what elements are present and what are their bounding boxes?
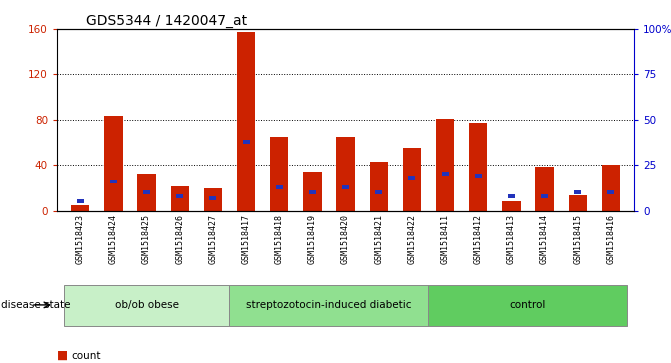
Bar [303,172,321,211]
Bar [204,188,222,211]
Bar [602,165,620,211]
Text: GSM1518411: GSM1518411 [441,214,450,264]
Text: GSM1518425: GSM1518425 [142,214,151,264]
Text: ob/ob obese: ob/ob obese [115,301,178,310]
Text: GSM1518417: GSM1518417 [242,214,250,264]
Text: streptozotocin-induced diabetic: streptozotocin-induced diabetic [246,301,412,310]
Text: GDS5344 / 1420047_at: GDS5344 / 1420047_at [86,14,247,28]
Bar [607,191,615,194]
Text: GSM1518426: GSM1518426 [175,214,185,264]
Bar [436,119,454,211]
Bar [276,185,282,189]
Bar [76,200,84,203]
Bar [309,191,316,194]
Bar [64,285,229,326]
Text: GSM1518412: GSM1518412 [474,214,482,264]
Bar [429,285,627,326]
Bar [270,137,289,211]
Bar [535,167,554,211]
Bar [469,123,487,211]
Text: GSM1518416: GSM1518416 [607,214,615,264]
Text: GSM1518423: GSM1518423 [76,214,85,264]
Bar [475,174,482,178]
Bar [243,140,250,143]
Bar [138,174,156,211]
Bar [237,32,255,211]
Bar [110,180,117,183]
Bar [336,137,355,211]
Bar [176,194,183,198]
Text: GSM1518419: GSM1518419 [308,214,317,264]
Text: control: control [510,301,546,310]
Text: GSM1518424: GSM1518424 [109,214,118,264]
Bar [574,191,581,194]
Text: GSM1518427: GSM1518427 [209,214,217,264]
Bar [568,195,587,211]
Text: GSM1518413: GSM1518413 [507,214,516,264]
Bar [143,191,150,194]
Bar [503,201,521,211]
Text: GSM1518422: GSM1518422 [407,214,417,264]
Bar [71,205,89,211]
Bar [342,185,349,189]
Text: count: count [72,351,101,361]
Bar [104,117,123,211]
Bar [409,176,415,180]
Bar [370,162,388,211]
Bar [209,196,216,200]
Bar [508,194,515,198]
Text: disease state: disease state [1,300,71,310]
Bar [375,191,382,194]
Bar [403,148,421,211]
Bar [229,285,429,326]
Text: GSM1518421: GSM1518421 [374,214,383,264]
Bar [442,172,448,176]
Text: GSM1518414: GSM1518414 [540,214,549,264]
Text: ■: ■ [57,349,68,362]
Bar [170,185,189,211]
Bar [541,194,548,198]
Text: GSM1518418: GSM1518418 [274,214,284,264]
Text: GSM1518415: GSM1518415 [573,214,582,264]
Text: GSM1518420: GSM1518420 [341,214,350,264]
